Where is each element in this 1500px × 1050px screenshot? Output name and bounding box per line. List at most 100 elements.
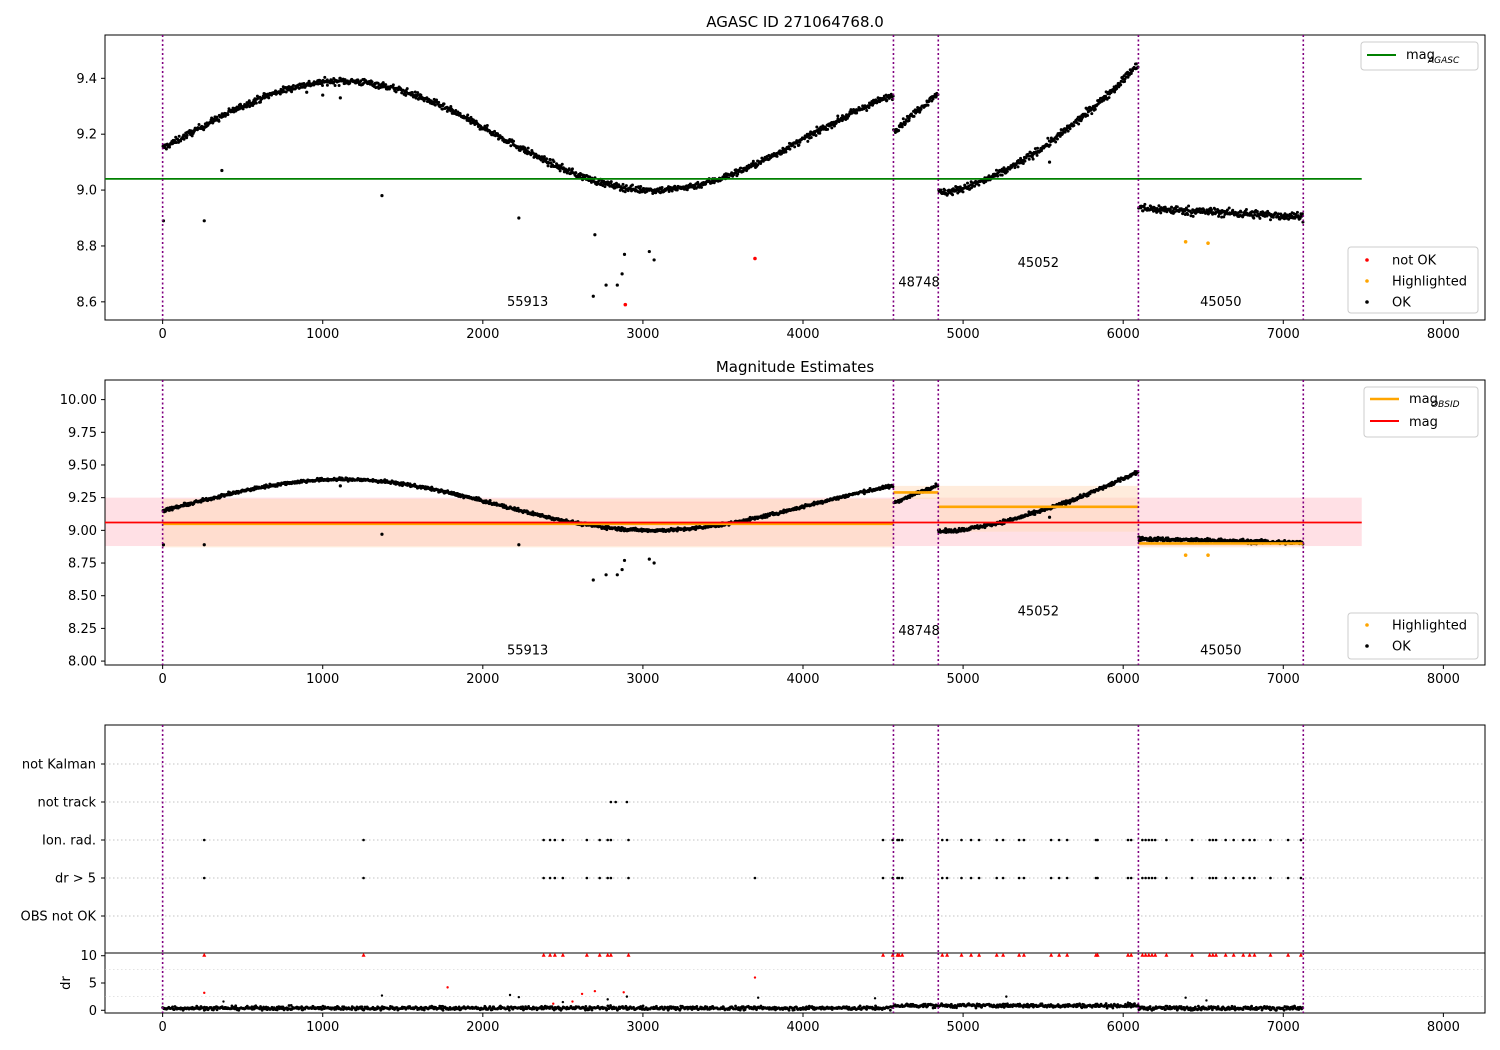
flags-point: [1129, 838, 1133, 842]
top-ok-point: [356, 78, 360, 82]
top-ok-point: [291, 83, 295, 87]
top-ok-point: [384, 83, 388, 87]
top-ok-point: [512, 139, 516, 143]
top-ok-point: [809, 135, 813, 139]
mid-xtick-label: 6000: [1107, 672, 1140, 687]
top-ok-point: [220, 168, 224, 173]
flags-point: [627, 838, 630, 842]
top-ok-point: [1063, 130, 1067, 134]
top-ok-point: [1170, 205, 1174, 209]
top-ok-point: [325, 78, 329, 82]
top-ok-point: [1093, 107, 1097, 111]
mid-xtick-label: 8000: [1427, 672, 1460, 687]
top-ok-point: [1210, 208, 1214, 212]
top-ok-point: [247, 99, 251, 103]
top-ok-point: [1077, 122, 1081, 126]
top-ok-point: [202, 219, 206, 223]
top-ok-point: [1227, 206, 1231, 210]
dr-xtick-label: 4000: [786, 1020, 819, 1035]
top-ok-point: [548, 157, 552, 161]
top-ok-point: [1268, 218, 1272, 222]
top-ok-point: [215, 115, 219, 119]
top-ok-point: [660, 185, 664, 189]
top-legend-label: mag: [1406, 48, 1435, 63]
top-ok-point: [775, 154, 779, 158]
flags-point: [969, 838, 973, 842]
flags-point: [977, 838, 981, 842]
top-ok-point: [413, 90, 417, 94]
flags-point: [1208, 838, 1211, 842]
flags-point: [1144, 876, 1147, 880]
top-ok-point: [202, 128, 206, 132]
top-obsid-label: 48748: [898, 275, 939, 290]
top-ytick-label: 9.2: [76, 128, 97, 143]
dr-frame: [104, 952, 1486, 1014]
flags-point: [995, 876, 999, 880]
top-ok-point: [1129, 72, 1133, 76]
top-ok-point: [1300, 212, 1304, 216]
top-ok-point: [639, 184, 643, 188]
figure-title: AGASC ID 271064768.0: [706, 13, 884, 31]
flags-point: [995, 838, 999, 842]
top-ok-point: [1239, 210, 1243, 214]
top-ok-point: [806, 139, 810, 143]
flags-point: [969, 876, 973, 880]
dr-xtick-label: 5000: [947, 1020, 980, 1035]
top-xtick-label: 5000: [947, 327, 980, 342]
mid-xtick-label: 0: [158, 672, 166, 687]
flags-point: [609, 838, 613, 842]
top-ok-point: [1126, 70, 1130, 74]
top-ok-point: [1013, 166, 1017, 170]
top-ok-point: [889, 92, 893, 96]
top-ok-point: [903, 122, 907, 126]
top-ok-point: [545, 157, 549, 161]
top-ok-point: [391, 83, 395, 87]
flags-point: [1049, 838, 1053, 842]
top-xtick-label: 6000: [1107, 327, 1140, 342]
top-ok-point: [756, 163, 760, 167]
flags-point: [1211, 838, 1215, 842]
top-ok-point: [1123, 80, 1127, 84]
top-ok-point: [591, 294, 595, 298]
flags-point: [1096, 838, 1099, 842]
flags-point: [561, 876, 565, 880]
top-xtick-label: 2000: [466, 327, 499, 342]
top-ok-point: [526, 146, 530, 150]
top-ok-point: [622, 252, 627, 256]
top-ok-point: [440, 107, 444, 111]
top-ok-point: [197, 123, 201, 127]
top-ok-point: [227, 107, 231, 111]
top-ok-point: [558, 169, 562, 173]
flags-point: [1049, 876, 1053, 880]
top-ok-point: [685, 188, 689, 192]
top-ok-point: [652, 258, 656, 262]
flags-point: [1299, 838, 1303, 842]
top-ok-point: [739, 166, 743, 170]
top-ok-point: [694, 186, 698, 190]
dr-xtick-label: 2000: [466, 1020, 499, 1035]
top-ok-point: [1175, 205, 1179, 209]
top-ok-point: [624, 184, 628, 188]
top-ok-point: [984, 179, 988, 183]
top-ok-point: [836, 114, 840, 118]
flags-point: [1253, 876, 1256, 880]
top-ok-point: [333, 83, 337, 87]
top-ok-point: [570, 167, 574, 171]
top-ok-point: [907, 119, 911, 123]
mid-ytick-label: 9.25: [68, 491, 97, 506]
top-ok-point: [788, 147, 792, 151]
mid-ok-point: [620, 567, 624, 572]
flags-category-label: not track: [37, 796, 96, 811]
flags-point: [1153, 876, 1157, 880]
flags-point: [1241, 838, 1245, 842]
top-legend-label: Highlighted: [1392, 275, 1467, 290]
mid-ytick-label: 8.75: [68, 557, 97, 572]
flags-point: [606, 838, 609, 842]
flags-point: [553, 838, 557, 842]
flags-point: [542, 838, 545, 842]
top-ok-point: [1252, 216, 1256, 220]
mid-ok-point: [591, 578, 595, 582]
top-ok-point: [919, 107, 923, 111]
flags-point: [362, 876, 365, 880]
top-ok-point: [1107, 96, 1111, 100]
